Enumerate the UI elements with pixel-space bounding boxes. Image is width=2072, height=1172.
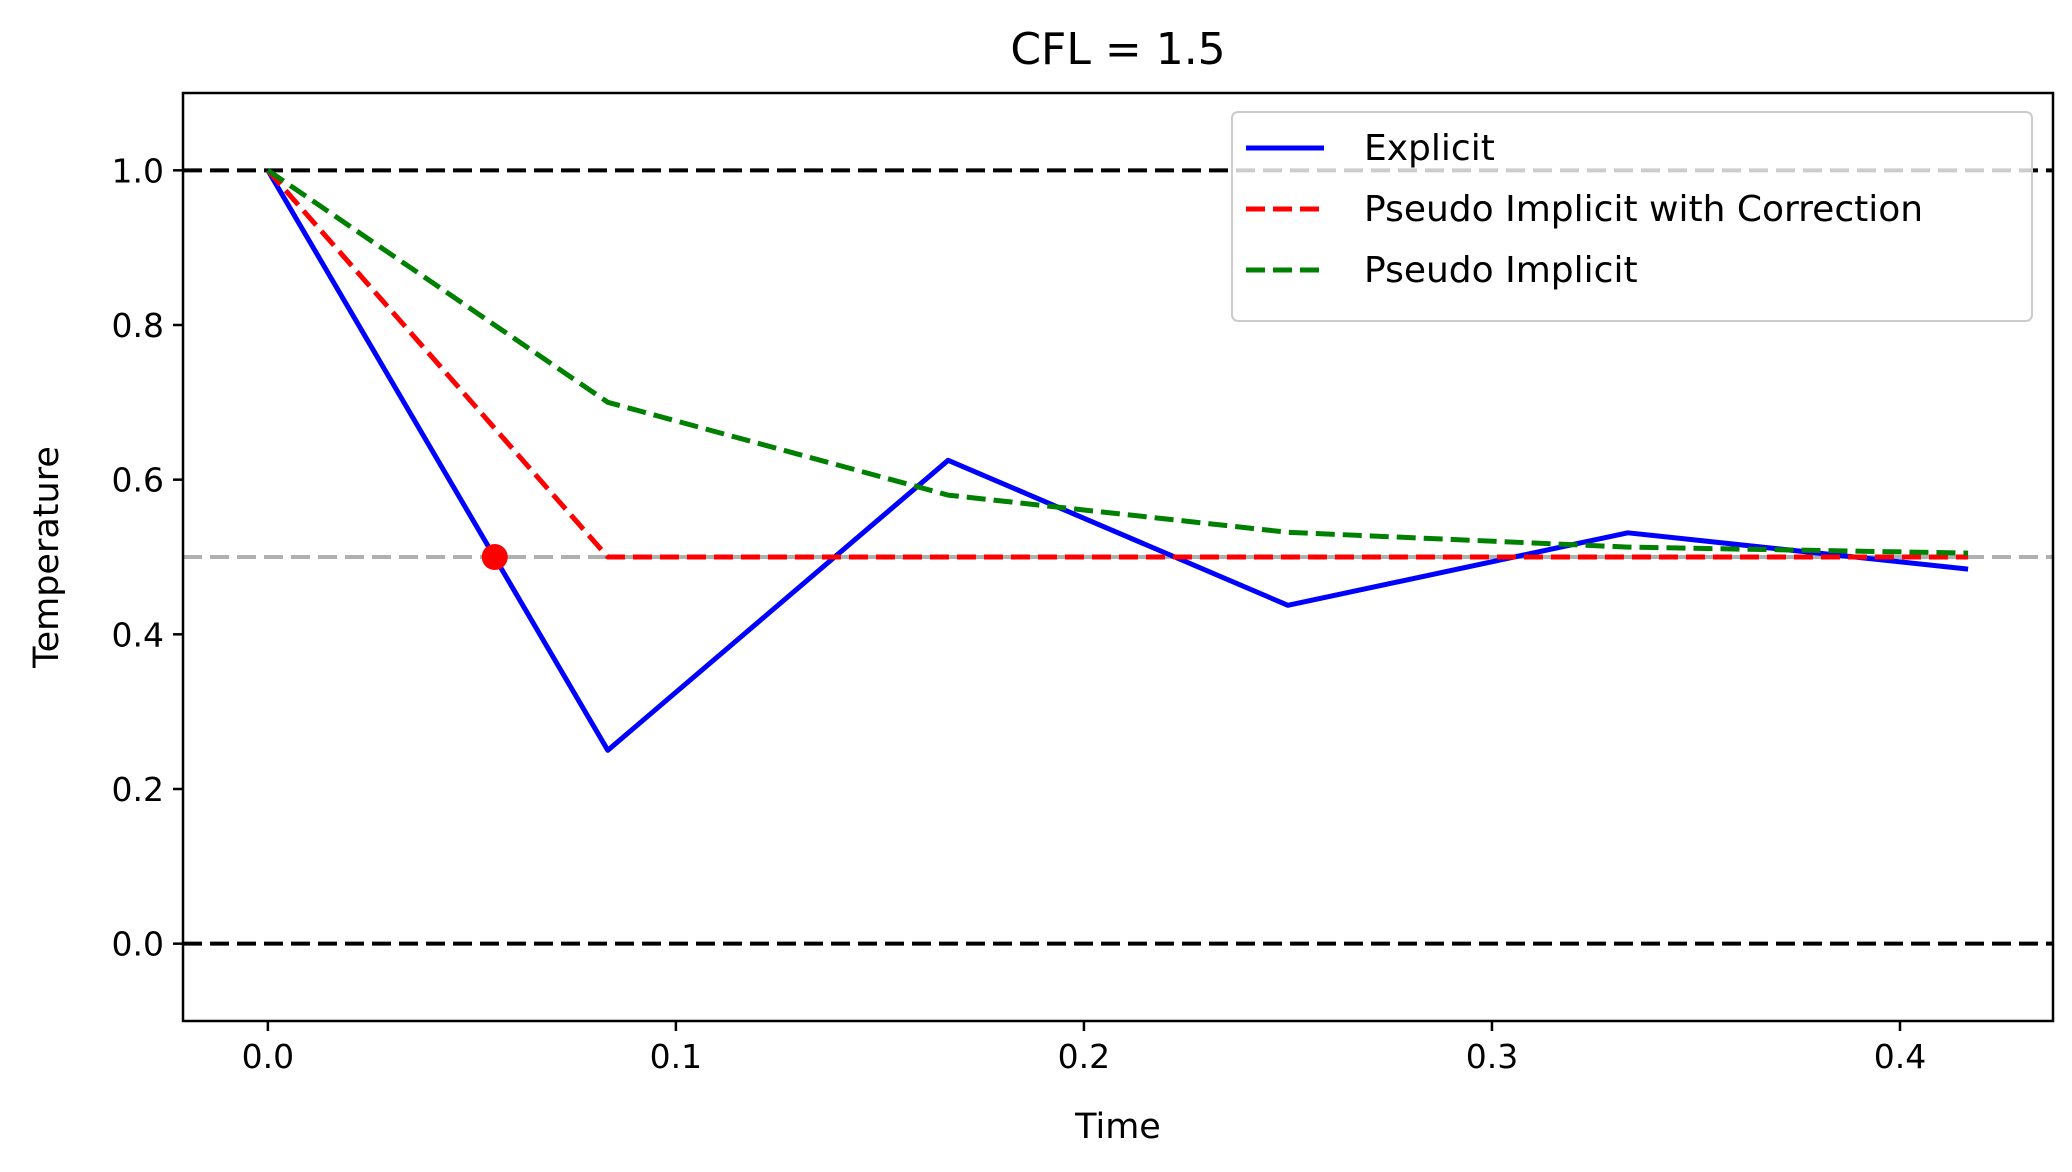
plot-area: 0.0 0.1 0.2 0.3 0.4 0.0 0.2 0.4 0.6 0.8 1.0 xyxy=(112,91,2055,1076)
y-tick-label-2: 0.4 xyxy=(112,615,164,654)
legend-frame xyxy=(1231,111,2033,322)
x-tick-label-2: 0.2 xyxy=(1058,1037,1110,1076)
x-axis-label: Time xyxy=(1074,1107,1161,1147)
y-tick-label-0: 0.0 xyxy=(112,925,164,964)
y-tick-label-3: 0.6 xyxy=(112,461,164,500)
y-tick-label-1: 0.2 xyxy=(112,770,164,809)
y-tick-label-5: 1.0 xyxy=(112,151,164,190)
marker-point xyxy=(481,544,508,570)
legend-label-1: Pseudo Implicit with Correction xyxy=(1364,189,1923,230)
y-tick-label-4: 0.8 xyxy=(112,306,164,345)
x-tick-label-4: 0.4 xyxy=(1874,1037,1926,1076)
x-tick-label-0: 0.0 xyxy=(242,1037,294,1076)
legend-label-2: Pseudo Implicit xyxy=(1364,250,1638,291)
x-tick-label-1: 0.1 xyxy=(650,1037,702,1076)
legend-label-0: Explicit xyxy=(1364,128,1495,169)
series-line-0 xyxy=(265,169,1969,753)
x-tick-label-3: 0.3 xyxy=(1466,1037,1518,1076)
axes-frame xyxy=(181,91,2055,1023)
y-axis-label: Temperature xyxy=(27,446,67,669)
legend: Explicit Pseudo Implicit with Correction P… xyxy=(1231,111,2033,322)
series-line-2 xyxy=(266,168,1969,556)
chart-title: CFL = 1.5 xyxy=(1010,24,1225,75)
